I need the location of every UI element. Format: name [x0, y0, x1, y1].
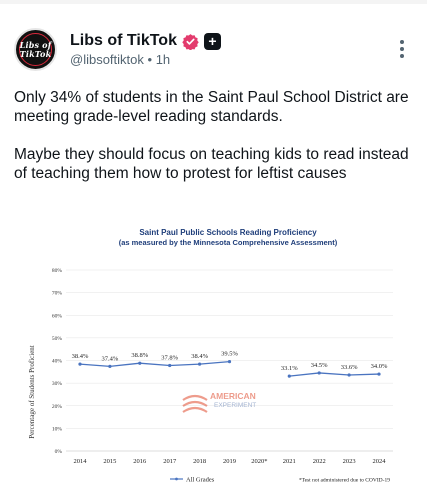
- y-tick-label: 50%: [52, 336, 63, 342]
- avatar-ring: [19, 33, 52, 66]
- y-tick-label: 60%: [52, 313, 63, 319]
- watermark-text-line1: AMERICAN: [210, 391, 256, 401]
- author-meta: @libsoftiktok • 1h: [70, 52, 170, 67]
- y-tick-label: 20%: [52, 404, 63, 410]
- avatar-logo-text: Libs of TikTok: [19, 40, 52, 59]
- data-point: [377, 372, 381, 376]
- post-body: Only 34% of students in the Saint Paul S…: [14, 88, 414, 202]
- x-tick-label: 2021: [283, 458, 296, 465]
- chart-title: Saint Paul Public Schools Reading Profic…: [139, 228, 317, 237]
- data-point: [198, 362, 202, 366]
- data-point: [108, 364, 112, 368]
- data-label: 37.4%: [102, 355, 119, 362]
- post-header: Libs of TikTok Libs of TikTok + @libsoft…: [14, 28, 414, 78]
- data-label: 33.6%: [341, 364, 358, 371]
- top-divider: [0, 0, 427, 4]
- chart-image[interactable]: Saint Paul Public Schools Reading Profic…: [0, 222, 427, 500]
- data-point: [317, 371, 321, 375]
- verified-badge-icon: [182, 33, 199, 50]
- data-label: 38.4%: [191, 353, 208, 360]
- y-tick-label: 0%: [55, 449, 63, 455]
- data-point: [287, 374, 291, 378]
- data-label: 37.8%: [161, 354, 178, 361]
- x-tick-label: 2015: [103, 458, 116, 465]
- data-point: [227, 360, 232, 364]
- author-handle[interactable]: @libsoftiktok: [70, 52, 144, 67]
- x-tick-label: 2014: [74, 458, 88, 465]
- data-point: [78, 362, 82, 366]
- x-tick-label: 2023: [343, 458, 356, 465]
- post-text-paragraph: Maybe they should focus on teaching kids…: [14, 146, 409, 182]
- more-vertical-icon[interactable]: [399, 40, 405, 62]
- x-tick-label: 2020*: [251, 458, 267, 465]
- y-tick-label: 10%: [52, 426, 63, 432]
- chart-footnote: *Test not administered due to COVID-19: [299, 478, 390, 484]
- post-text-paragraph: Only 34% of students in the Saint Paul S…: [14, 89, 409, 125]
- legend-marker: [175, 477, 178, 481]
- meta-separator: •: [147, 52, 153, 67]
- x-tick-label: 2019: [223, 458, 236, 465]
- series-line: [289, 372, 380, 377]
- avatar[interactable]: Libs of TikTok: [14, 28, 57, 71]
- author-name-row: Libs of TikTok +: [70, 30, 221, 52]
- data-point: [347, 373, 351, 377]
- data-label: 34.5%: [311, 362, 328, 369]
- x-tick-label: 2024: [373, 458, 387, 465]
- watermark-text-line2: EXPERIMENT: [214, 402, 256, 409]
- x-tick-label: 2018: [193, 458, 206, 465]
- data-label: 34.0%: [371, 363, 388, 370]
- x-tick-label: 2017: [163, 458, 177, 465]
- author-display-name[interactable]: Libs of TikTok: [70, 32, 177, 49]
- data-label: 38.8%: [131, 352, 148, 359]
- x-tick-label: 2022: [313, 458, 326, 465]
- watermark-logo: AMERICAN EXPERIMENT: [182, 391, 256, 413]
- data-label: 38.4%: [72, 353, 89, 360]
- legend-label: All Grades: [186, 477, 215, 484]
- y-tick-label: 40%: [52, 359, 63, 365]
- y-axis-label: Percentage of Students Proficient: [28, 345, 36, 439]
- chart-subtitle: (as measured by the Minnesota Comprehens…: [119, 238, 338, 247]
- y-tick-label: 30%: [52, 381, 63, 387]
- data-point: [168, 363, 172, 368]
- series-line: [79, 360, 230, 368]
- data-point: [138, 361, 142, 365]
- y-tick-label: 80%: [52, 268, 63, 274]
- plus-icon[interactable]: +: [203, 32, 221, 50]
- y-tick-label: 70%: [52, 291, 63, 297]
- data-label: 33.1%: [281, 365, 298, 372]
- reading-proficiency-chart: Saint Paul Public Schools Reading Profic…: [28, 228, 393, 484]
- data-label: 39.5%: [221, 351, 238, 358]
- x-tick-label: 2016: [133, 458, 147, 465]
- post-time[interactable]: 1h: [155, 52, 171, 67]
